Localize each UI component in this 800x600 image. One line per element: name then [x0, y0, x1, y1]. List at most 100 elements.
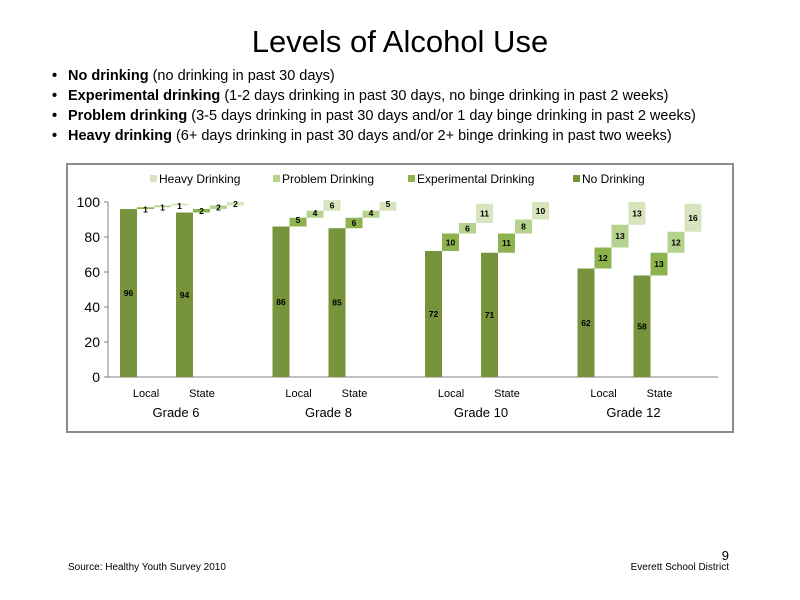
x-tick-label: State: [189, 388, 215, 400]
bar-segment: [650, 252, 668, 276]
data-label: 13: [615, 231, 625, 241]
x-tick-label: State: [342, 388, 368, 400]
legend-swatch: [150, 175, 157, 182]
y-tick-label: 40: [84, 299, 100, 315]
data-label: 86: [276, 297, 286, 307]
bar-segment: [193, 209, 210, 213]
bar-segment: [667, 231, 685, 253]
y-tick-label: 80: [84, 229, 100, 245]
data-label: 71: [485, 310, 495, 320]
y-tick-label: 60: [84, 264, 100, 280]
group-label: Grade 8: [305, 405, 352, 420]
legend-entry: No Drinking: [582, 172, 645, 186]
bar-segment: [628, 202, 646, 225]
data-label: 13: [632, 208, 642, 218]
definition-term: Experimental drinking: [68, 88, 221, 104]
bar-segment: [323, 200, 341, 211]
bar-segment: [289, 217, 307, 227]
data-label: 2: [233, 199, 238, 209]
definition-term: No drinking: [68, 68, 149, 84]
data-label: 6: [352, 218, 357, 228]
bar-segment: [120, 209, 137, 377]
x-tick-label: Local: [438, 388, 464, 400]
data-label: 12: [671, 237, 681, 247]
source-note: Source: Healthy Youth Survey 2010: [68, 562, 226, 573]
bar-segment: [306, 210, 324, 218]
data-label: 4: [313, 208, 318, 218]
bar-segment: [532, 202, 549, 220]
definition-heavy: Heavy drinking (6+ days drinking in past…: [52, 126, 696, 146]
definition-text: (no drinking in past 30 days): [148, 68, 335, 84]
slide-title: Levels of Alcohol Use: [251, 24, 549, 59]
x-tick-label: State: [647, 388, 673, 400]
alcohol-use-chart: 0 20 40 60 80 100 Heavy Drinking Problem Drinki…: [77, 172, 718, 420]
x-tick-label: Local: [285, 388, 311, 400]
data-label: 62: [581, 318, 591, 328]
data-label: 13: [654, 259, 664, 269]
definition-experimental: Experimental drinking (1-2 days drinking…: [52, 86, 696, 106]
data-label: 4: [369, 208, 374, 218]
data-label: 1: [143, 204, 148, 214]
bar-segment: [425, 251, 442, 377]
bar-segment: [611, 224, 629, 248]
data-label: 1: [160, 203, 165, 213]
data-label: 85: [332, 298, 342, 308]
data-label: 8: [521, 222, 526, 232]
page-number: 9: [721, 548, 729, 563]
legend-swatch: [408, 175, 415, 182]
data-label: 11: [480, 208, 489, 218]
bar-segment: [210, 205, 227, 209]
bar-segment: [227, 202, 244, 206]
bar-segment: [379, 202, 397, 211]
bar-segment: [345, 217, 363, 229]
bar-segment: [171, 203, 188, 206]
data-label: 58: [637, 321, 647, 331]
organization-name: Everett School District: [630, 562, 729, 573]
legend-entry: Problem Drinking: [282, 172, 374, 186]
x-tick-label: Local: [133, 388, 159, 400]
definition-text: (3-5 days drinking in past 30 days and/o…: [187, 108, 696, 124]
y-tick-label: 100: [77, 194, 101, 210]
definition-no-drinking: No drinking (no drinking in past 30 days…: [52, 66, 696, 86]
data-label: 2: [216, 203, 221, 213]
chart-container: 0 20 40 60 80 100 Heavy Drinking Problem Drinki…: [66, 163, 734, 433]
definitions-list: No drinking (no drinking in past 30 days…: [52, 66, 696, 146]
bar-segment: [154, 205, 171, 208]
bar-segment: [498, 233, 515, 253]
data-label: 6: [330, 201, 335, 211]
bar-segment: [362, 210, 380, 218]
y-tick-label: 0: [92, 369, 100, 385]
legend-entry: Experimental Drinking: [417, 172, 534, 186]
data-label: 2: [199, 206, 204, 216]
bar-segment: [459, 223, 476, 234]
data-label: 11: [502, 238, 511, 248]
group-label: Grade 10: [454, 405, 508, 420]
data-label: 5: [386, 199, 391, 209]
data-label: 10: [536, 206, 546, 216]
bar-segment: [594, 247, 612, 269]
legend-swatch: [273, 175, 280, 182]
bar-segment: [442, 233, 459, 251]
definition-text: (1-2 days drinking in past 30 days, no b…: [220, 88, 669, 104]
bar-segment: [684, 203, 702, 232]
data-label: 94: [180, 290, 190, 300]
bar-segment: [577, 268, 595, 377]
bar-segment: [176, 212, 193, 377]
data-label: 72: [429, 309, 439, 319]
bar-segment: [272, 226, 290, 377]
definition-problem: Problem drinking (3-5 days drinking in p…: [52, 106, 696, 126]
bar-segment: [328, 228, 346, 377]
bar-segment: [633, 275, 651, 377]
x-tick-label: Local: [590, 388, 616, 400]
x-tick-label: State: [494, 388, 520, 400]
data-label: 96: [124, 288, 134, 298]
data-label: 10: [446, 237, 456, 247]
data-label: 6: [465, 223, 470, 233]
definition-term: Heavy drinking: [68, 128, 172, 144]
data-label: 5: [296, 215, 301, 225]
group-label: Grade 6: [153, 405, 200, 420]
y-tick-label: 20: [84, 334, 100, 350]
bar-segment: [481, 252, 498, 377]
data-label: 12: [598, 253, 608, 263]
group-label: Grade 12: [606, 405, 660, 420]
